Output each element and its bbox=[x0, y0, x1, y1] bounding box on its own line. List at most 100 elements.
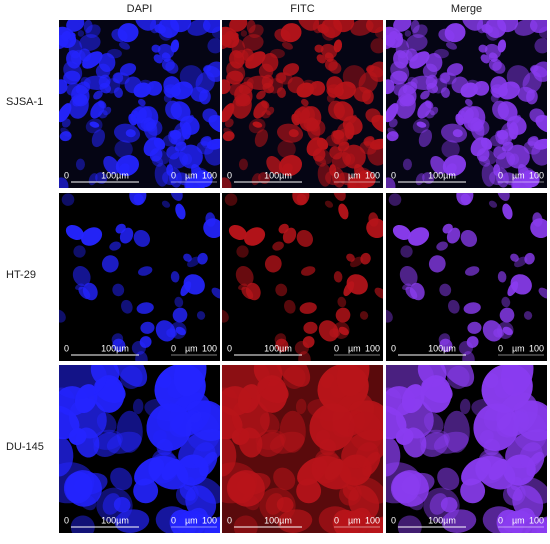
cell bbox=[192, 442, 216, 469]
ruler-end: 100 bbox=[202, 515, 217, 525]
cell bbox=[422, 63, 438, 79]
cell bbox=[295, 398, 307, 415]
cell bbox=[316, 54, 326, 64]
cell bbox=[254, 129, 269, 148]
cell bbox=[496, 129, 509, 140]
cell bbox=[331, 151, 352, 169]
cell bbox=[296, 229, 314, 247]
cell bbox=[59, 365, 107, 400]
cell bbox=[175, 203, 186, 220]
cell bbox=[397, 49, 413, 65]
cell bbox=[346, 253, 355, 262]
ruler-start: 0 bbox=[171, 515, 176, 525]
cell bbox=[336, 365, 370, 397]
cell bbox=[288, 129, 299, 138]
cell bbox=[531, 143, 547, 166]
cell bbox=[314, 448, 340, 475]
cell bbox=[459, 398, 471, 415]
cell bbox=[488, 200, 498, 208]
cell bbox=[320, 43, 338, 59]
cell bbox=[359, 311, 369, 320]
cell bbox=[538, 26, 547, 39]
cell bbox=[428, 255, 446, 273]
scale-bar-label: 100µm bbox=[101, 343, 129, 353]
cell bbox=[175, 326, 186, 336]
cell bbox=[467, 321, 482, 334]
cell bbox=[364, 137, 375, 149]
cell bbox=[343, 281, 355, 297]
cell bbox=[93, 90, 103, 100]
cell bbox=[222, 131, 235, 142]
cell bbox=[256, 432, 285, 457]
ruler-unit: µm bbox=[348, 515, 361, 525]
cell bbox=[510, 253, 519, 262]
ruler-start: 0 bbox=[171, 170, 176, 180]
cell bbox=[530, 218, 547, 239]
ruler-end: 100 bbox=[365, 170, 380, 180]
cell bbox=[497, 20, 519, 33]
micrograph bbox=[222, 193, 383, 361]
cell bbox=[371, 114, 383, 133]
cell bbox=[282, 227, 297, 244]
cell bbox=[224, 193, 238, 206]
cell bbox=[400, 245, 413, 258]
cell bbox=[231, 32, 239, 41]
cell bbox=[282, 63, 300, 76]
cell bbox=[528, 137, 539, 149]
cell bbox=[226, 471, 256, 504]
cell bbox=[446, 227, 461, 244]
cell bbox=[222, 436, 237, 477]
cell bbox=[354, 164, 368, 184]
cell bbox=[59, 309, 66, 323]
cell bbox=[326, 84, 343, 98]
cell bbox=[438, 365, 475, 387]
cell bbox=[116, 410, 143, 453]
cell bbox=[447, 365, 470, 389]
cell bbox=[206, 61, 220, 82]
cell bbox=[73, 245, 86, 258]
ruler-unit: µm bbox=[512, 515, 525, 525]
cell bbox=[388, 193, 402, 206]
cell bbox=[238, 158, 248, 171]
cell bbox=[274, 28, 291, 43]
ruler-end: 100 bbox=[529, 515, 544, 525]
ruler-end: 100 bbox=[202, 170, 217, 180]
cell bbox=[161, 458, 181, 481]
cell bbox=[241, 286, 254, 300]
row-label: DU-145 bbox=[6, 441, 44, 453]
cell bbox=[179, 65, 203, 89]
cell bbox=[146, 403, 192, 451]
cell bbox=[429, 493, 448, 515]
cell bbox=[276, 72, 293, 85]
row-label: HT-29 bbox=[6, 269, 36, 281]
ruler-start: 0 bbox=[498, 515, 503, 525]
cell bbox=[115, 155, 140, 177]
micrograph bbox=[386, 193, 547, 361]
cell bbox=[338, 203, 349, 220]
ruler-start: 0 bbox=[171, 343, 176, 353]
ruler-start: 0 bbox=[334, 343, 339, 353]
cell bbox=[278, 155, 303, 177]
cell bbox=[296, 193, 307, 205]
cell bbox=[59, 177, 69, 188]
scale-bar-label: 100µm bbox=[101, 515, 129, 525]
cell bbox=[265, 106, 275, 116]
cell bbox=[301, 98, 309, 106]
cell bbox=[328, 100, 345, 120]
cell bbox=[460, 193, 471, 205]
cell bbox=[523, 516, 547, 533]
cell bbox=[266, 155, 283, 175]
cell bbox=[170, 271, 180, 283]
cell bbox=[174, 296, 184, 308]
cell bbox=[71, 84, 90, 107]
micrograph bbox=[59, 365, 220, 533]
cell bbox=[514, 20, 538, 36]
cell bbox=[402, 158, 412, 171]
scale-start: 0 bbox=[391, 343, 396, 353]
cell bbox=[283, 365, 306, 389]
cell bbox=[139, 336, 152, 348]
cell bbox=[222, 177, 232, 188]
cell bbox=[180, 281, 192, 297]
scale-start: 0 bbox=[391, 170, 396, 180]
scale-start: 0 bbox=[64, 170, 69, 180]
